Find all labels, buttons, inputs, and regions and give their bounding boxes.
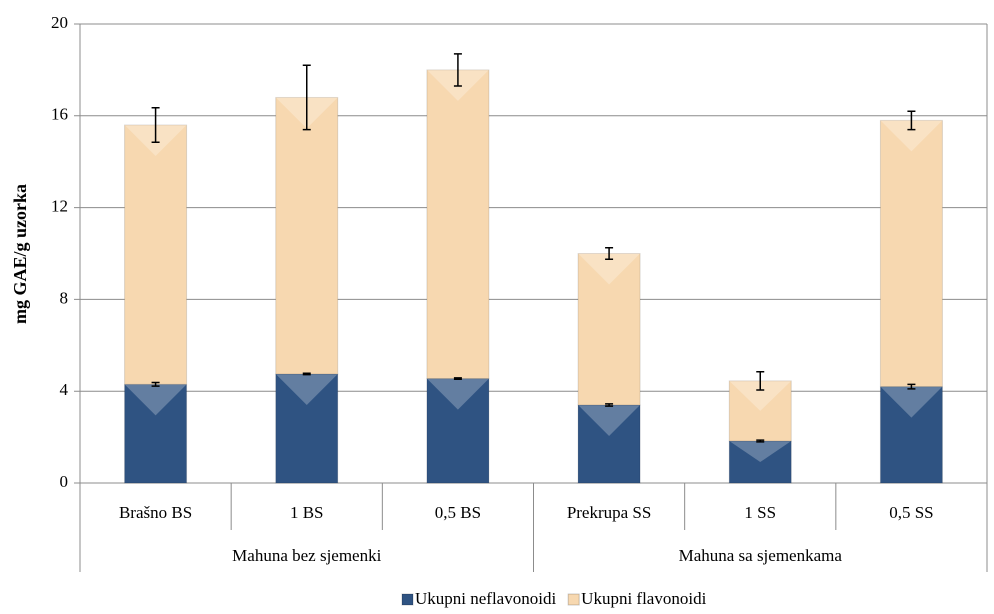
group-label: Mahuna sa sjemenkama <box>679 546 843 565</box>
bar-segment <box>426 69 490 380</box>
x-tick-label: 0,5 SS <box>889 503 933 522</box>
bar-shade <box>578 404 641 436</box>
bar-segment <box>124 124 188 385</box>
y-tick-label: 4 <box>60 380 69 399</box>
error-bar <box>756 439 765 443</box>
bar-shade <box>729 441 792 463</box>
bar-segment <box>577 253 641 406</box>
error-bar <box>907 110 916 131</box>
bar-segment <box>577 404 641 484</box>
group-label: Mahuna bez sjemenki <box>232 546 381 565</box>
bar-segment <box>728 440 792 484</box>
error-bar <box>302 64 311 131</box>
error-bar <box>151 107 160 143</box>
error-bar <box>756 370 765 391</box>
x-tick-label: Brašno BS <box>119 503 192 522</box>
legend-swatch <box>567 593 580 606</box>
error-bar <box>605 247 614 260</box>
bar-segment <box>879 119 943 388</box>
bar-segment <box>275 373 339 484</box>
y-tick-label: 16 <box>51 105 68 124</box>
x-tick-label: 1 BS <box>290 503 324 522</box>
y-tick-label: 12 <box>51 197 68 216</box>
y-tick-label: 20 <box>51 13 68 32</box>
y-tick-label: 8 <box>60 288 69 307</box>
bar-segment <box>275 96 339 375</box>
y-axis-label: mg GAE/g uzorka <box>10 184 30 324</box>
error-bar <box>907 383 916 390</box>
x-tick-label: Prekrupa SS <box>567 503 652 522</box>
error-bar <box>151 381 160 387</box>
error-bar <box>605 403 614 407</box>
x-tick-label: 1 SS <box>744 503 776 522</box>
x-tick-label: 0,5 BS <box>435 503 481 522</box>
bar-segment <box>879 386 943 484</box>
bar-shade <box>880 120 943 152</box>
legend-label: Ukupni neflavonoidi <box>415 589 556 608</box>
error-bar <box>453 377 462 381</box>
legend-swatch <box>401 593 414 606</box>
bar-shade <box>124 384 187 416</box>
bar-segment <box>124 383 188 484</box>
error-bar <box>302 372 311 376</box>
y-tick-label: 0 <box>60 472 69 491</box>
legend-label: Ukupni flavonoidi <box>581 589 706 608</box>
bar-shade <box>578 253 641 285</box>
bar-shade <box>426 378 489 410</box>
bar-shade <box>275 373 338 405</box>
bar-shade <box>880 386 943 418</box>
error-bar <box>453 53 462 87</box>
bar-shade <box>729 380 792 411</box>
